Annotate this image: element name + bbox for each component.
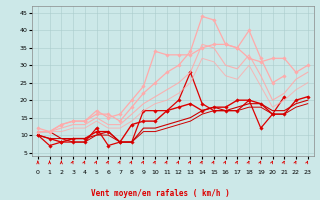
Text: Vent moyen/en rafales ( km/h ): Vent moyen/en rafales ( km/h ): [91, 189, 229, 198]
